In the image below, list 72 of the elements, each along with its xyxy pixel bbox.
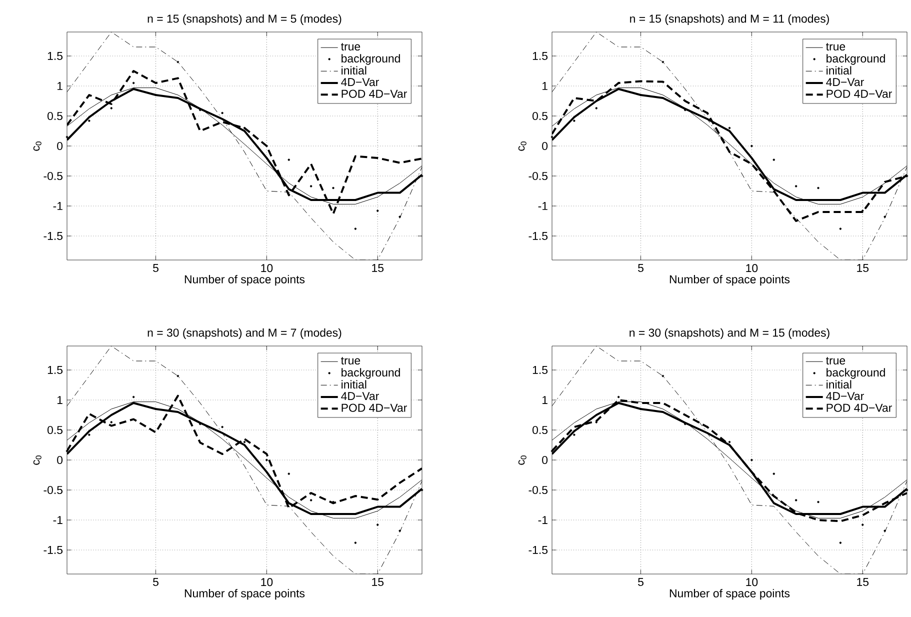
- y-tick-label: 1: [57, 396, 62, 404]
- chart-title: n = 15 (snapshots) and M = 5 (modes): [148, 14, 342, 25]
- legend-label: 4D−Var: [826, 392, 864, 400]
- legend-label: background: [826, 54, 885, 65]
- x-tick-label: 5: [638, 264, 644, 272]
- x-tick-label: 10: [746, 578, 758, 586]
- chart-title: n = 30 (snapshots) and M = 15 (modes): [630, 328, 830, 339]
- y-tick-label: -0.5: [44, 172, 62, 180]
- x-tick-label: 15: [372, 578, 384, 586]
- legend-label: POD 4D−Var: [826, 90, 892, 98]
- x-tick-label: 15: [857, 578, 869, 586]
- y-tick-label: 1.5: [48, 366, 62, 374]
- legend-label: initial: [826, 380, 852, 389]
- y-axis-title: c$_{0}$: [33, 141, 42, 151]
- y-tick-label: 1.5: [532, 52, 548, 60]
- y-tick-label: 0.5: [48, 426, 62, 434]
- x-axis-title: Number of space points: [184, 274, 305, 286]
- chart-title: n = 30 (snapshots) and M = 7 (modes): [148, 328, 342, 339]
- legend-label: 4D−Var: [341, 78, 379, 86]
- y-tick-label: -1.5: [528, 546, 548, 554]
- y-tick-label: -1: [538, 516, 548, 524]
- legend-label: initial: [826, 66, 852, 75]
- y-tick-label: 0: [542, 142, 548, 150]
- x-tick-label: 5: [153, 264, 158, 272]
- x-tick-label: 15: [857, 264, 869, 272]
- legend-label: background: [342, 54, 400, 65]
- legend-label: true: [341, 357, 360, 365]
- legend-label: 4D−Var: [341, 392, 379, 400]
- x-axis-title: Number of space points: [670, 588, 790, 600]
- x-axis-title: Number of space points: [670, 274, 790, 286]
- legend-label: true: [341, 43, 360, 51]
- y-tick-label: 0: [57, 142, 63, 150]
- legend-label: POD 4D−Var: [342, 404, 407, 412]
- legend-label: POD 4D−Var: [826, 404, 892, 412]
- y-tick-label: 0.5: [532, 426, 548, 434]
- y-tick-label: -0.5: [528, 172, 548, 180]
- y-tick-label: 0: [542, 456, 548, 464]
- y-tick-label: 0: [57, 456, 63, 464]
- y-tick-label: -0.5: [528, 486, 548, 494]
- y-axis-title: c$_{0}$: [33, 455, 42, 465]
- legend-label: true: [826, 43, 846, 51]
- legend-label: initial: [342, 66, 366, 75]
- y-tick-label: 1: [542, 396, 548, 404]
- legend-label: 4D−Var: [826, 78, 864, 86]
- y-tick-label: -0.5: [44, 486, 62, 494]
- x-tick-label: 10: [261, 578, 273, 586]
- legend-label: initial: [342, 380, 366, 389]
- x-axis-title: Number of space points: [184, 588, 305, 600]
- y-tick-label: -1.5: [44, 546, 62, 554]
- y-tick-label: 1.5: [48, 52, 62, 60]
- y-tick-label: -1.5: [528, 232, 548, 240]
- x-tick-label: 5: [153, 578, 158, 586]
- legend-label: true: [826, 357, 846, 365]
- y-tick-label: -1: [53, 516, 62, 524]
- legend-label: background: [826, 368, 885, 379]
- legend-label: POD 4D−Var: [342, 90, 407, 98]
- y-axis-title: c$_{0}$: [518, 455, 526, 465]
- y-axis-title: c$_{0}$: [518, 141, 526, 151]
- x-tick-label: 5: [638, 578, 644, 586]
- y-tick-label: 1: [542, 82, 548, 90]
- x-tick-label: 10: [261, 264, 273, 272]
- y-tick-label: -1.5: [44, 232, 62, 240]
- x-tick-label: 15: [372, 264, 384, 272]
- y-tick-label: 1.5: [532, 366, 548, 374]
- y-tick-label: 1: [57, 82, 62, 90]
- x-tick-label: 10: [746, 264, 758, 272]
- y-tick-label: -1: [53, 202, 62, 210]
- y-tick-label: -1: [538, 202, 548, 210]
- legend-label: background: [342, 368, 400, 379]
- chart-title: n = 15 (snapshots) and M = 11 (modes): [630, 14, 829, 25]
- y-tick-label: 0.5: [532, 112, 548, 120]
- y-tick-label: 0.5: [48, 112, 62, 120]
